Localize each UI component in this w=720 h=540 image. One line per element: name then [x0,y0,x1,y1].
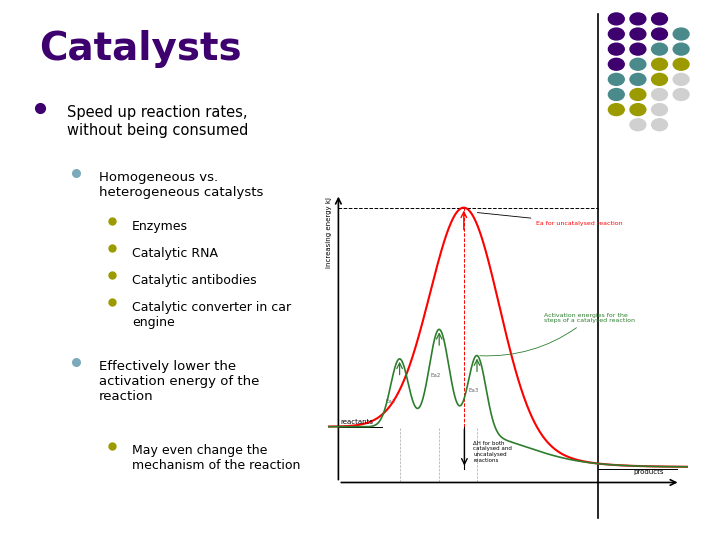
Circle shape [630,119,646,131]
Circle shape [630,73,646,85]
Circle shape [673,28,689,40]
Text: Catalysts: Catalysts [40,30,242,68]
Circle shape [608,104,624,116]
Circle shape [608,13,624,25]
Text: Catalytic antibodies: Catalytic antibodies [132,274,256,287]
Text: Catalytic RNA: Catalytic RNA [132,247,217,260]
Text: products: products [634,469,664,475]
Circle shape [630,13,646,25]
Circle shape [652,89,667,100]
Text: May even change the
mechanism of the reaction: May even change the mechanism of the rea… [132,444,300,472]
Circle shape [630,89,646,100]
Circle shape [608,73,624,85]
Circle shape [673,73,689,85]
Circle shape [673,89,689,100]
Text: Activation energies for the
steps of a catalysed reaction: Activation energies for the steps of a c… [480,313,634,356]
Circle shape [652,73,667,85]
Circle shape [630,58,646,70]
Text: Enzymes: Enzymes [132,220,188,233]
Circle shape [608,28,624,40]
Text: Homogeneous vs.
heterogeneous catalysts: Homogeneous vs. heterogeneous catalysts [99,171,263,199]
Circle shape [630,104,646,116]
Circle shape [673,43,689,55]
Text: ΔH for both
catalysed and
uncatalysed
reactions: ΔH for both catalysed and uncatalysed re… [474,441,512,463]
Text: reactants: reactants [341,419,373,425]
Text: Effectively lower the
activation energy of the
reaction: Effectively lower the activation energy … [99,360,259,403]
Circle shape [652,28,667,40]
Circle shape [608,58,624,70]
Circle shape [608,43,624,55]
Text: Ea1: Ea1 [385,399,395,404]
Circle shape [673,58,689,70]
Circle shape [630,43,646,55]
Text: Ea for uncatalysed reaction: Ea for uncatalysed reaction [477,213,623,226]
Text: Speed up reaction rates,
without being consumed: Speed up reaction rates, without being c… [67,105,248,138]
Text: Ea3: Ea3 [469,388,479,394]
Text: increasing energy kJ: increasing energy kJ [326,197,333,268]
Text: Catalytic converter in car
engine: Catalytic converter in car engine [132,301,291,329]
Circle shape [652,43,667,55]
Circle shape [652,13,667,25]
Text: Ea2: Ea2 [431,373,441,378]
Circle shape [652,58,667,70]
Circle shape [652,104,667,116]
Circle shape [652,119,667,131]
Circle shape [608,89,624,100]
Circle shape [630,28,646,40]
